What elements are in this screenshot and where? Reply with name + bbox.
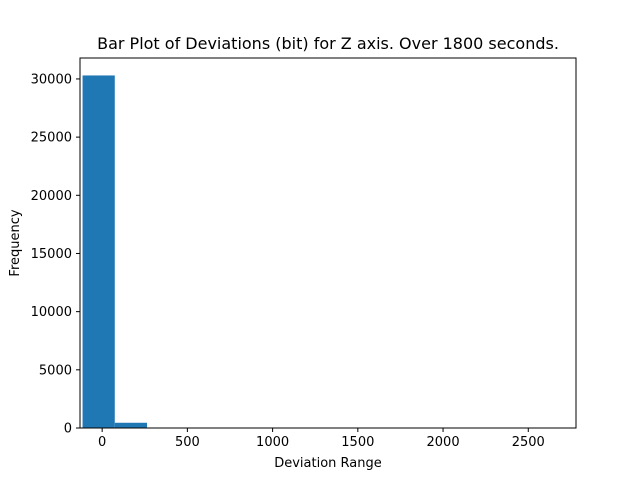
x-axis-label: Deviation Range [274,456,382,471]
y-tick-label: 30000 [31,72,72,87]
x-tick-label: 0 [98,435,106,450]
histogram-bar-1 [114,422,147,428]
y-tick-label: 0 [64,422,72,437]
x-tick-label: 2500 [512,435,545,450]
x-tick-label: 2000 [427,435,460,450]
plot-frame [79,57,577,429]
x-tick-label: 500 [175,435,200,450]
x-tick-label: 1500 [341,435,374,450]
y-tick-label: 10000 [31,305,72,320]
bars-group [82,75,147,429]
y-axis-ticks: 0 5000 10000 15000 20000 25000 30000 [31,72,80,437]
histogram-bar-0 [82,75,115,429]
y-tick-label: 15000 [31,247,72,262]
chart-title: Bar Plot of Deviations (bit) for Z axis.… [97,34,559,53]
y-tick-label: 5000 [39,363,72,378]
y-axis-label: Frequency [8,209,23,276]
y-tick-label: 25000 [31,131,72,146]
x-axis-ticks: 0 500 1000 1500 2000 2500 [98,428,545,450]
x-tick-label: 1000 [256,435,289,450]
y-tick-label: 20000 [31,189,72,204]
